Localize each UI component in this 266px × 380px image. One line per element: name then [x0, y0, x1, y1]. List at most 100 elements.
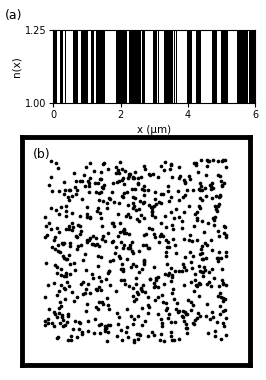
Point: [127, 283, 131, 289]
Point: [190, 265, 194, 271]
Point: [200, 269, 204, 275]
Point: [87, 189, 91, 195]
Point: [178, 173, 182, 179]
Point: [169, 329, 173, 335]
Point: [86, 318, 90, 324]
Point: [189, 279, 193, 285]
Point: [93, 242, 97, 248]
Point: [116, 211, 120, 217]
Point: [87, 180, 91, 186]
Point: [83, 290, 87, 296]
Point: [173, 250, 178, 256]
Point: [208, 182, 212, 188]
Point: [58, 320, 63, 326]
Point: [78, 178, 82, 184]
Point: [122, 227, 126, 233]
Point: [212, 275, 216, 281]
Point: [198, 180, 202, 186]
Point: [101, 233, 105, 239]
Point: [64, 212, 69, 218]
Point: [70, 193, 75, 199]
Point: [127, 245, 131, 251]
Point: [224, 315, 228, 321]
Point: [99, 253, 103, 260]
Point: [197, 280, 201, 286]
Point: [80, 178, 84, 184]
Point: [82, 172, 86, 178]
Point: [170, 337, 174, 343]
Point: [164, 300, 168, 306]
Point: [142, 163, 146, 169]
Point: [213, 203, 218, 209]
Point: [136, 291, 140, 297]
Point: [99, 169, 103, 176]
Point: [64, 208, 68, 214]
Point: [124, 213, 128, 219]
Point: [154, 276, 158, 282]
Point: [218, 311, 222, 317]
Point: [163, 271, 167, 277]
Point: [220, 277, 224, 283]
Point: [206, 220, 210, 226]
Point: [197, 281, 202, 287]
Point: [218, 173, 222, 179]
Point: [142, 187, 146, 193]
Point: [162, 167, 167, 173]
Point: [170, 222, 174, 228]
Point: [110, 238, 115, 244]
Point: [105, 294, 109, 301]
Point: [169, 279, 173, 285]
Point: [211, 215, 215, 221]
Point: [124, 230, 128, 236]
Point: [70, 226, 74, 233]
Point: [107, 268, 111, 274]
Point: [211, 314, 215, 320]
Point: [75, 334, 80, 340]
Point: [49, 174, 53, 180]
Point: [224, 164, 228, 170]
Point: [85, 237, 89, 243]
Point: [102, 326, 107, 332]
Point: [224, 234, 228, 240]
Point: [77, 319, 81, 325]
Point: [97, 322, 102, 328]
Point: [50, 320, 54, 326]
Point: [109, 220, 114, 226]
Point: [142, 259, 147, 265]
Point: [74, 191, 78, 197]
Point: [55, 336, 59, 342]
Point: [200, 187, 204, 193]
Point: [135, 288, 139, 294]
Point: [61, 253, 65, 259]
Point: [196, 310, 200, 316]
Point: [83, 183, 88, 189]
Point: [214, 255, 219, 261]
Point: [201, 269, 205, 275]
Point: [172, 337, 176, 343]
Point: [127, 173, 131, 179]
Point: [177, 214, 181, 220]
Point: [114, 333, 119, 339]
Point: [94, 235, 98, 241]
Point: [84, 286, 88, 292]
Point: [215, 158, 220, 165]
Point: [199, 246, 203, 252]
Point: [131, 261, 135, 267]
Point: [170, 174, 174, 180]
Point: [204, 172, 209, 178]
Point: [98, 287, 103, 293]
Point: [186, 203, 191, 209]
Point: [165, 239, 170, 245]
Point: [146, 333, 150, 339]
Point: [95, 263, 100, 269]
Point: [64, 270, 68, 276]
Point: [192, 288, 196, 294]
Point: [174, 206, 178, 212]
Point: [114, 170, 118, 176]
Point: [101, 198, 105, 204]
Point: [161, 299, 165, 306]
Point: [85, 239, 89, 245]
Point: [138, 332, 142, 338]
Point: [88, 235, 92, 241]
Point: [166, 272, 170, 278]
